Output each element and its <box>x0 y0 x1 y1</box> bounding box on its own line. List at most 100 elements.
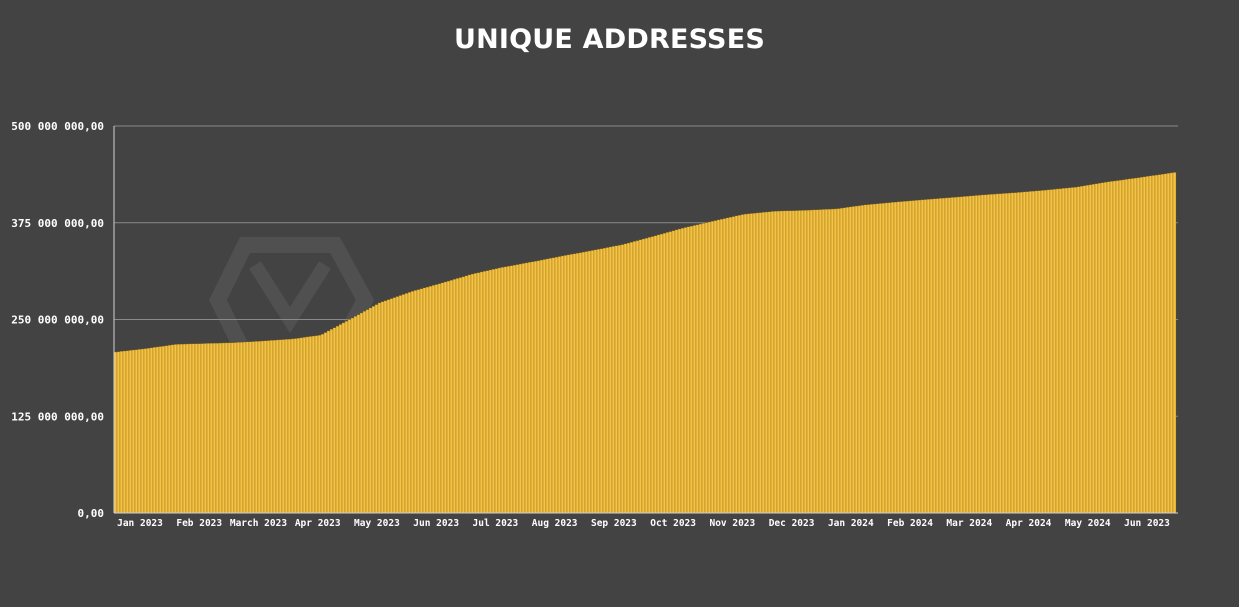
bar <box>383 300 388 514</box>
bar <box>545 258 550 514</box>
bar <box>860 205 865 514</box>
bar <box>977 194 982 514</box>
bar <box>227 342 232 514</box>
bar <box>671 230 676 514</box>
bar <box>641 238 646 514</box>
bar <box>854 205 859 514</box>
bar <box>1130 178 1135 514</box>
bar <box>278 339 283 514</box>
bar <box>953 197 958 514</box>
bar <box>1064 187 1069 514</box>
bar <box>818 209 823 514</box>
bar <box>485 270 490 514</box>
bar <box>566 254 571 514</box>
bar <box>701 223 706 514</box>
bar <box>587 250 592 514</box>
bar <box>851 206 856 514</box>
bar <box>269 340 274 514</box>
bar <box>617 244 622 514</box>
bar <box>713 220 718 514</box>
bar <box>743 213 748 514</box>
bar <box>791 210 796 514</box>
bar <box>875 203 880 514</box>
bar <box>929 198 934 514</box>
bar <box>959 196 964 514</box>
bar <box>491 269 496 514</box>
bar <box>1097 182 1102 514</box>
bar <box>695 224 700 514</box>
bar <box>797 210 802 514</box>
bar <box>266 340 271 514</box>
bar <box>815 209 820 514</box>
bar <box>692 225 697 514</box>
bar <box>179 343 184 514</box>
bar <box>1169 172 1174 514</box>
bar <box>152 347 157 514</box>
bar <box>164 345 169 514</box>
bar <box>593 249 598 514</box>
bar <box>215 342 220 514</box>
bar <box>488 269 493 514</box>
bar <box>542 259 547 514</box>
bar <box>407 292 412 514</box>
bar <box>659 233 664 514</box>
bar <box>683 227 688 514</box>
bar <box>329 329 334 514</box>
bar <box>674 229 679 514</box>
bar <box>503 266 508 514</box>
bar <box>527 262 532 514</box>
bar <box>167 345 172 514</box>
bar <box>464 275 469 514</box>
bar <box>707 221 712 514</box>
bar <box>155 346 160 514</box>
x-tick-label: Jun 2023 <box>1124 518 1170 529</box>
bar <box>116 351 121 514</box>
bar <box>1067 187 1072 514</box>
bar <box>1112 180 1117 514</box>
bar <box>341 322 346 514</box>
bar <box>599 248 604 514</box>
bar <box>422 287 427 514</box>
bar <box>161 345 166 514</box>
bar <box>590 250 595 514</box>
bar <box>569 254 574 514</box>
bar <box>767 211 772 514</box>
bar <box>893 201 898 514</box>
bar <box>1124 179 1129 514</box>
bar <box>971 195 976 514</box>
bar <box>410 291 415 514</box>
bar <box>140 348 145 514</box>
bar <box>737 215 742 514</box>
bar <box>1076 186 1081 514</box>
bar <box>770 211 775 514</box>
bar <box>1163 173 1168 514</box>
bar <box>479 271 484 514</box>
bar <box>1007 192 1012 514</box>
x-tick-label: Apr 2024 <box>1006 518 1052 529</box>
x-tick-label: Mar 2024 <box>946 518 992 529</box>
bar <box>668 231 673 514</box>
bar <box>935 198 940 514</box>
y-tick-label: 125 000 000,00 <box>11 410 104 423</box>
x-tick-label: Dec 2023 <box>769 518 815 529</box>
bar <box>536 260 541 514</box>
x-tick-label: Feb 2024 <box>887 518 933 529</box>
bar <box>1094 183 1099 514</box>
bar <box>365 309 370 514</box>
bar <box>755 212 760 514</box>
bar <box>524 262 529 514</box>
bar <box>839 207 844 514</box>
bar <box>404 293 409 514</box>
bar <box>416 289 421 514</box>
bar <box>350 317 355 514</box>
bar <box>830 208 835 514</box>
bar <box>761 212 766 514</box>
bar <box>698 223 703 514</box>
bar <box>1106 181 1111 514</box>
bar <box>1022 191 1027 514</box>
bar <box>785 210 790 514</box>
bar <box>521 263 526 514</box>
bar <box>1037 190 1042 514</box>
bar <box>182 343 187 514</box>
bar <box>446 280 451 514</box>
